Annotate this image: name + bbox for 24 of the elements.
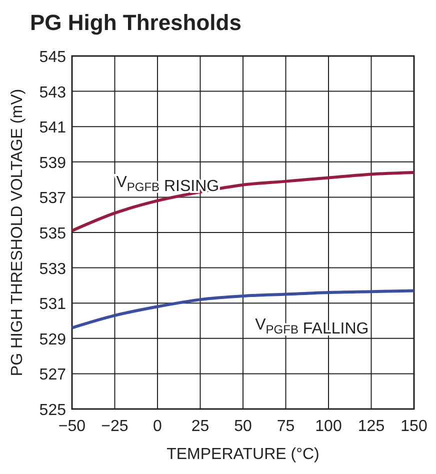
x-tick-label: 100 — [315, 418, 342, 435]
x-tick-label: 50 — [234, 418, 252, 435]
x-axis-title: TEMPERATURE (°C) — [166, 446, 320, 463]
x-tick-label: 150 — [400, 418, 428, 435]
y-tick-label: 533 — [39, 260, 66, 278]
y-tick-label: 545 — [39, 49, 66, 66]
line-series — [70, 170, 416, 232]
chart-title: PG High Thresholds — [30, 10, 242, 35]
y-tick-label: 535 — [39, 226, 66, 242]
y-tick-label: 529 — [39, 331, 66, 348]
y-tick-label: 543 — [39, 84, 66, 102]
x-tick-label: 125 — [358, 418, 385, 435]
y-tick-label: 527 — [39, 366, 66, 384]
x-tick-label: −50 — [58, 418, 86, 435]
x-tick-label: 0 — [153, 418, 162, 435]
y-tick-label: 531 — [39, 296, 66, 314]
y-tick-label: 525 — [39, 402, 66, 419]
y-tick-label: 541 — [39, 120, 66, 137]
x-tick-label: 25 — [191, 418, 210, 435]
x-tick-label: 75 — [276, 418, 295, 435]
y-tick-label: 537 — [39, 190, 66, 208]
y-tick-label: 539 — [39, 154, 66, 172]
x-tick-label: −25 — [101, 418, 128, 435]
y-axis-title: PG HIGH THRESHOLD VOLTAGE (mV) — [9, 88, 26, 376]
